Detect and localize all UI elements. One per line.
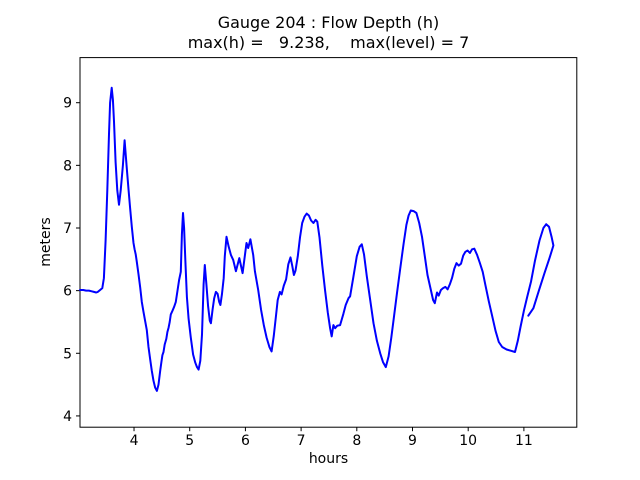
x-tick-label: 8 bbox=[352, 433, 361, 449]
x-tick-label: 11 bbox=[515, 433, 533, 449]
y-axis-label: meters bbox=[38, 217, 54, 267]
y-tick-label: 4 bbox=[63, 409, 72, 425]
x-tick-label: 10 bbox=[459, 433, 477, 449]
y-tick-label: 8 bbox=[63, 158, 72, 174]
x-tick-label: 4 bbox=[130, 433, 139, 449]
axes-frame bbox=[79, 57, 578, 428]
x-axis-label: hours bbox=[308, 451, 349, 467]
chart-subtitle: max(h) = 9.238, max(level) = 7 bbox=[187, 32, 470, 52]
chart-title: Gauge 204 : Flow Depth (h) bbox=[217, 13, 440, 32]
x-tick-label: 7 bbox=[297, 433, 306, 449]
x-tick-label: 9 bbox=[408, 433, 417, 449]
x-tick-label: 6 bbox=[241, 433, 250, 449]
y-tick-label: 9 bbox=[63, 96, 72, 112]
title-block: Gauge 204 : Flow Depth (h) max(h) = 9.23… bbox=[80, 13, 577, 52]
y-tick-label: 5 bbox=[63, 346, 72, 362]
x-tick-label: 5 bbox=[185, 433, 194, 449]
y-tick-label: 6 bbox=[63, 284, 72, 300]
y-tick-label: 7 bbox=[63, 221, 72, 237]
flow-depth-line bbox=[79, 86, 555, 392]
